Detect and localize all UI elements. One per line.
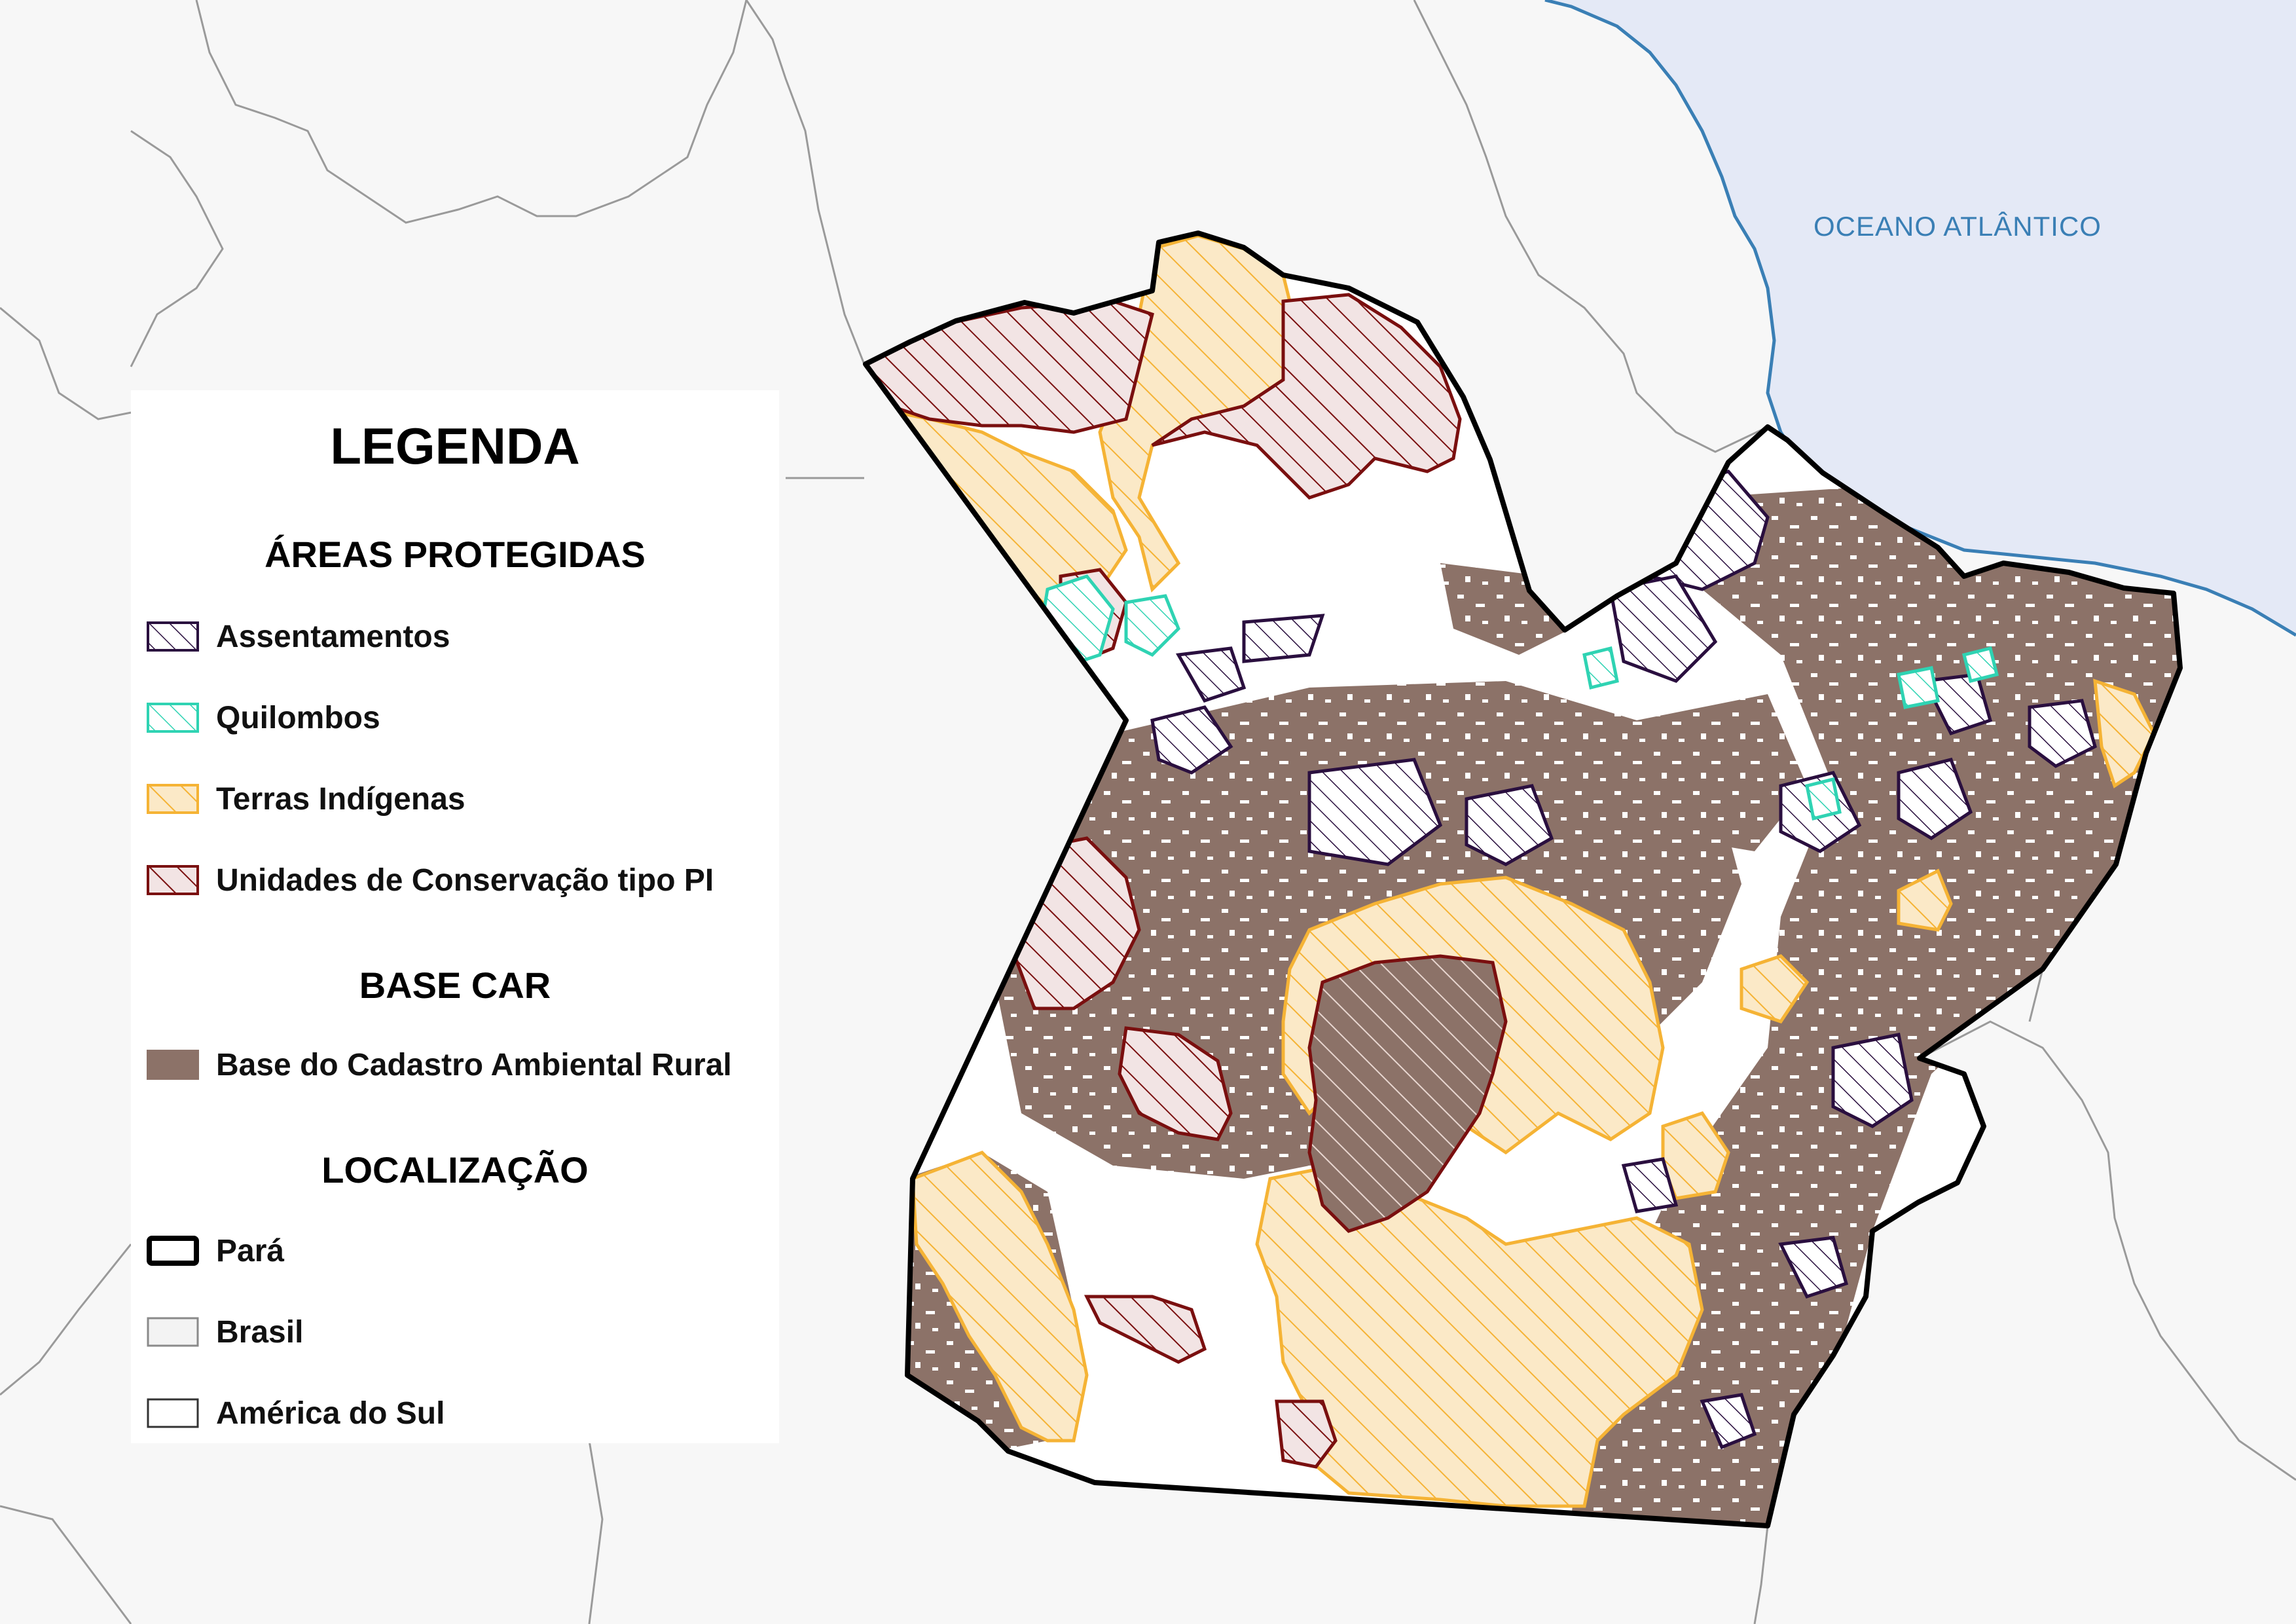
ocean-label: OCEANO ATLÂNTICO xyxy=(1813,211,2102,242)
para-outline xyxy=(863,231,2183,1528)
solid-swatch-icon xyxy=(147,1050,199,1080)
legend-label: Base do Cadastro Ambiental Rural xyxy=(216,1047,732,1082)
legend-item-brasil: Brasil xyxy=(147,1312,303,1352)
atlantic-ocean xyxy=(1545,0,2296,635)
hatch-swatch-icon xyxy=(147,784,199,814)
legend-panel: LEGENDA ÁREAS PROTEGIDAS Assentamentos Q… xyxy=(131,390,779,1443)
legend-heading-areas-protegidas: ÁREAS PROTEGIDAS xyxy=(264,534,646,575)
assentamentos-layer xyxy=(1150,470,2097,1450)
legend-label: Assentamentos xyxy=(216,619,450,654)
legend-label: Quilombos xyxy=(216,700,380,735)
legend-label: Terras Indígenas xyxy=(216,781,465,817)
legend-item-assentamentos: Assentamentos xyxy=(147,617,450,656)
hatch-swatch-icon xyxy=(147,703,199,733)
legend-item-terras-indigenas: Terras Indígenas xyxy=(147,779,465,819)
hatch-swatch-icon xyxy=(147,621,199,652)
outline-swatch-icon xyxy=(147,1236,199,1266)
legend-item-quilombos: Quilombos xyxy=(147,698,380,737)
legend-item-america-do-sul: América do Sul xyxy=(147,1393,445,1433)
quilombos-layer xyxy=(1039,574,1999,821)
legend-heading-base-car: BASE CAR xyxy=(359,965,551,1006)
legend-label: Brasil xyxy=(216,1314,304,1350)
legend-heading-localizacao: LOCALIZAÇÃO xyxy=(321,1149,589,1190)
outline-swatch-icon xyxy=(147,1317,199,1347)
legend-label: Pará xyxy=(216,1233,285,1268)
legend-item-ucs-pi: Unidades de Conservação tipo PI xyxy=(147,860,714,900)
outline-swatch-icon xyxy=(147,1398,199,1428)
legend-item-base-car: Base do Cadastro Ambiental Rural xyxy=(147,1045,732,1084)
hatch-swatch-icon xyxy=(147,865,199,895)
legend-title: LEGENDA xyxy=(330,417,580,475)
coastline xyxy=(1544,0,2296,637)
legend-label: América do Sul xyxy=(216,1395,445,1431)
legend-item-para: Pará xyxy=(147,1231,284,1270)
legend-label: Unidades de Conservação tipo PI xyxy=(216,862,714,898)
